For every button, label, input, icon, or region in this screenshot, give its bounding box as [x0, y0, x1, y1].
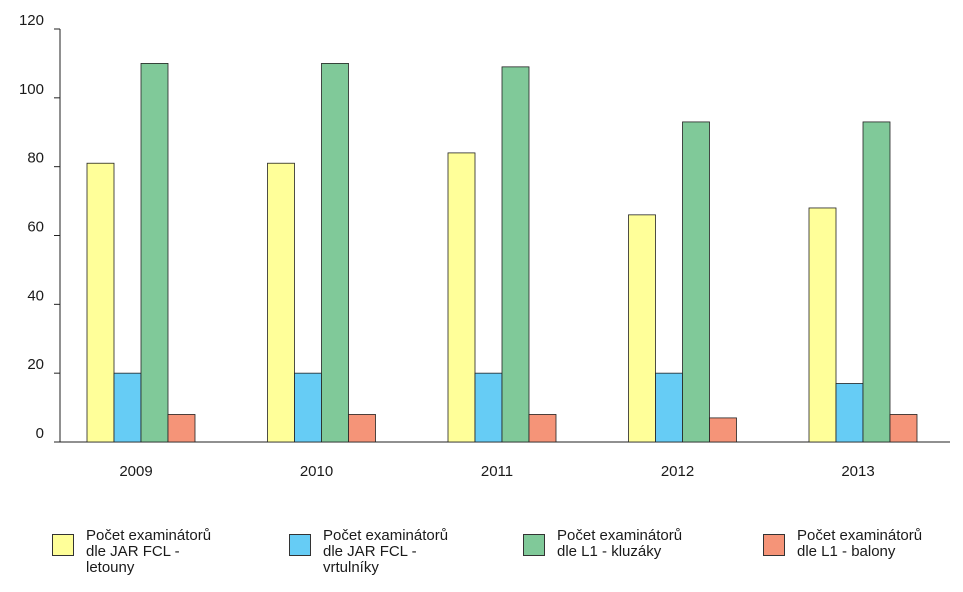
- bar-2011-series-4: [528, 414, 557, 443]
- legend-label-jar-fcl-letouny: Počet examinátorů dle JAR FCL - letouny: [86, 527, 212, 576]
- bar-2011-series-3: [501, 66, 530, 443]
- x-tick-label: 2009: [119, 463, 152, 480]
- legend-label-l1-kluzaky: Počet examinátorů dle L1 - kluzáky: [557, 527, 683, 560]
- bar-2009-series-2: [113, 372, 142, 443]
- legend-item-jar-fcl-vrtulniky: Počet examinátorů dle JAR FCL - vrtulník…: [289, 528, 493, 576]
- legend-swatch-l1-kluzaky: [523, 534, 545, 556]
- bar-2013-series-4: [889, 414, 918, 443]
- bar-2009-series-1: [86, 162, 115, 443]
- x-tick-label: 2011: [481, 463, 513, 480]
- bar-2013-series-1: [808, 207, 837, 443]
- y-tick-label: 60: [27, 219, 44, 236]
- legend-label-jar-fcl-vrtulniky: Počet examinátorů dle JAR FCL - vrtulník…: [323, 527, 449, 576]
- bar-2012-series-4: [709, 417, 737, 443]
- legend-item-l1-kluzaky: Počet examinátorů dle L1 - kluzáky: [523, 528, 727, 560]
- bar-2012-series-3: [682, 121, 710, 443]
- bar-2013-series-2: [835, 383, 864, 443]
- bar-2011-series-2: [474, 372, 503, 443]
- y-tick-label: 20: [27, 356, 44, 373]
- bar-2011-series-1: [447, 152, 476, 443]
- y-tick-label: 80: [27, 150, 44, 167]
- legend-swatch-jar-fcl-letouny: [52, 534, 74, 556]
- x-tick-label: 2013: [841, 463, 874, 480]
- y-tick-label: 0: [36, 425, 44, 442]
- x-tick-label: 2012: [661, 463, 694, 480]
- y-axis: 0 20 40 60 80 100 120: [19, 12, 61, 443]
- bars: [86, 63, 918, 443]
- bar-2009-series-4: [167, 414, 196, 443]
- legend-item-jar-fcl-letouny: Počet examinátorů dle JAR FCL - letouny: [52, 528, 256, 576]
- y-tick-label: 120: [19, 12, 44, 29]
- y-tick-label: 40: [27, 287, 44, 304]
- legend-swatch-jar-fcl-vrtulniky: [289, 534, 311, 556]
- y-tick-label: 100: [19, 81, 44, 98]
- legend-swatch-l1-balony: [763, 534, 785, 556]
- bar-2009-series-3: [140, 63, 169, 443]
- x-tick-label: 2010: [300, 463, 333, 480]
- bar-2010-series-1: [267, 162, 295, 443]
- legend-item-l1-balony: Počet examinátorů dle L1 - balony: [763, 528, 963, 560]
- legend: Počet examinátorů dle JAR FCL - letouny …: [0, 528, 963, 592]
- bar-2010-series-2: [294, 372, 322, 443]
- x-axis: 2009 2010 2011 2012 2013: [60, 441, 950, 480]
- bar-2010-series-3: [321, 63, 349, 443]
- bar-2012-series-1: [628, 214, 656, 443]
- bar-2013-series-3: [862, 121, 891, 443]
- bar-2010-series-4: [348, 414, 376, 443]
- legend-label-l1-balony: Počet examinátorů dle L1 - balony: [797, 527, 923, 560]
- bar-2012-series-2: [655, 372, 683, 443]
